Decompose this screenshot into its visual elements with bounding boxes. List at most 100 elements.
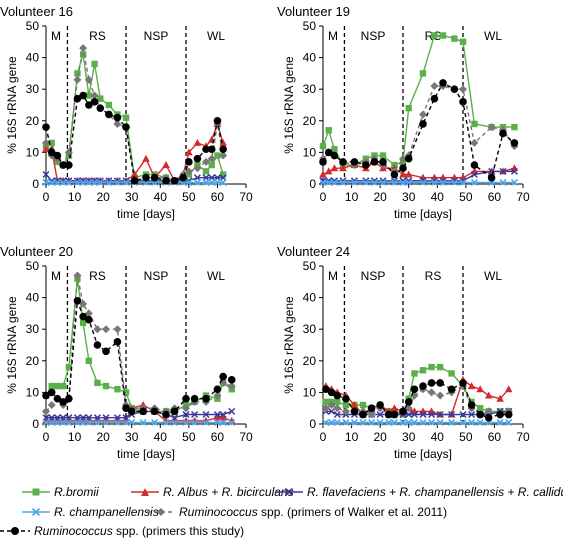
- data-point-this: [339, 158, 347, 166]
- data-point-flave: [488, 167, 496, 175]
- data-point-albus: [193, 138, 202, 146]
- data-point-walker: [79, 299, 88, 308]
- data-point-this: [90, 98, 99, 106]
- data-point-this: [202, 394, 210, 403]
- data-point-champ: [42, 418, 50, 426]
- data-point-bromii: [219, 171, 227, 178]
- data-point-champ: [139, 418, 147, 426]
- data-point-bromii: [105, 101, 113, 109]
- series-this: [42, 91, 227, 185]
- data-point-walker: [93, 325, 102, 334]
- data-point-flave: [42, 170, 50, 179]
- data-point-this: [53, 151, 62, 160]
- data-point-albus: [219, 413, 227, 421]
- data-point-flave: [376, 410, 384, 419]
- x-tick-label: 50: [182, 430, 196, 444]
- phase-label: NSP: [144, 269, 169, 283]
- phase-label: NSP: [361, 269, 386, 283]
- data-point-walker: [367, 410, 376, 419]
- phase-label: M: [328, 269, 338, 283]
- data-point-flave: [459, 410, 467, 419]
- data-point-this: [367, 404, 376, 413]
- data-point-this: [436, 379, 444, 387]
- data-point-this: [85, 101, 93, 109]
- data-point-this: [105, 110, 113, 119]
- data-point-walker: [47, 401, 56, 410]
- data-point-champ: [342, 418, 350, 426]
- data-point-this: [459, 379, 467, 387]
- data-point-walker: [42, 138, 50, 147]
- x-tick-label: 10: [345, 190, 359, 204]
- y-tick-label: 30: [303, 82, 317, 96]
- series-this: [319, 79, 519, 182]
- data-point-champ: [73, 178, 81, 186]
- data-point-this: [504, 410, 513, 419]
- data-point-this: [42, 391, 50, 400]
- data-point-this: [122, 404, 130, 413]
- data-point-this: [376, 401, 384, 409]
- data-point-this: [410, 385, 419, 394]
- data-point-walker: [333, 404, 342, 413]
- series-line-walker: [45, 275, 232, 413]
- legend-label-albus: R. Albus + R. bicirculans: [163, 485, 294, 499]
- data-point-bromii: [459, 38, 467, 45]
- data-point-bromii: [202, 168, 210, 175]
- data-point-this: [459, 98, 467, 106]
- data-point-this: [170, 177, 179, 185]
- data-point-champ: [219, 418, 227, 426]
- data-point-this: [359, 410, 367, 419]
- legend-marker-walker: [147, 508, 175, 516]
- data-point-champ: [105, 178, 113, 186]
- data-point-champ: [193, 178, 201, 186]
- data-point-walker: [321, 404, 330, 413]
- data-point-bromii: [91, 60, 98, 68]
- data-point-walker: [470, 138, 479, 147]
- data-point-albus: [350, 401, 359, 409]
- data-point-champ: [419, 178, 427, 186]
- y-tick-label: 0: [32, 177, 39, 191]
- x-tick-label: 60: [488, 430, 502, 444]
- data-point-walker: [327, 401, 336, 410]
- data-point-this: [150, 407, 159, 416]
- x-tick-label: 60: [211, 190, 225, 204]
- data-point-this: [510, 139, 519, 147]
- x-tick-label: 60: [211, 430, 225, 444]
- y-tick-label: 20: [26, 114, 40, 128]
- data-point-champ: [399, 178, 407, 186]
- data-point-bromii: [379, 152, 387, 159]
- data-point-albus: [510, 164, 519, 172]
- series-this: [42, 296, 236, 419]
- data-point-this: [65, 161, 73, 169]
- data-point-bromii: [451, 35, 458, 42]
- data-point-walker: [213, 391, 222, 400]
- legend-item-bromii: R.bromii: [22, 485, 99, 499]
- data-point-bromii: [431, 32, 438, 39]
- data-point-champ: [350, 418, 358, 426]
- data-point-this: [487, 173, 496, 182]
- data-point-champ: [151, 418, 159, 426]
- data-point-champ: [496, 418, 504, 426]
- data-point-champ: [430, 178, 438, 186]
- legend-item-this: Ruminococcus spp. (primers this study): [0, 524, 244, 538]
- data-point-champ: [468, 418, 476, 426]
- figure: Volunteer 16 0 10 20 30 40 50 0 10 20 30 40 50 60 70 ti…: [0, 4, 530, 461]
- chart-panel-3: Volunteer 20 0 10 20 30 40 50 0 10 20 30 40 50 60 70 ti…: [0, 244, 253, 461]
- data-point-this: [319, 158, 327, 166]
- data-point-champ: [102, 418, 110, 426]
- x-tick-label: 70: [239, 430, 253, 444]
- data-point-this: [142, 173, 150, 182]
- data-point-this: [390, 170, 399, 179]
- x-tick-label: 30: [402, 430, 416, 444]
- x-tick-label: 60: [488, 190, 502, 204]
- data-point-flave: [333, 410, 341, 419]
- data-point-walker: [182, 404, 190, 413]
- data-point-walker: [427, 388, 436, 397]
- data-point-this: [350, 407, 359, 416]
- legend-marker-champ: [22, 507, 50, 517]
- data-point-champ: [208, 178, 216, 186]
- data-point-this: [53, 394, 62, 403]
- data-point-this: [139, 407, 147, 416]
- data-point-walker: [84, 309, 93, 318]
- data-point-this: [399, 164, 407, 172]
- data-point-this: [499, 129, 507, 138]
